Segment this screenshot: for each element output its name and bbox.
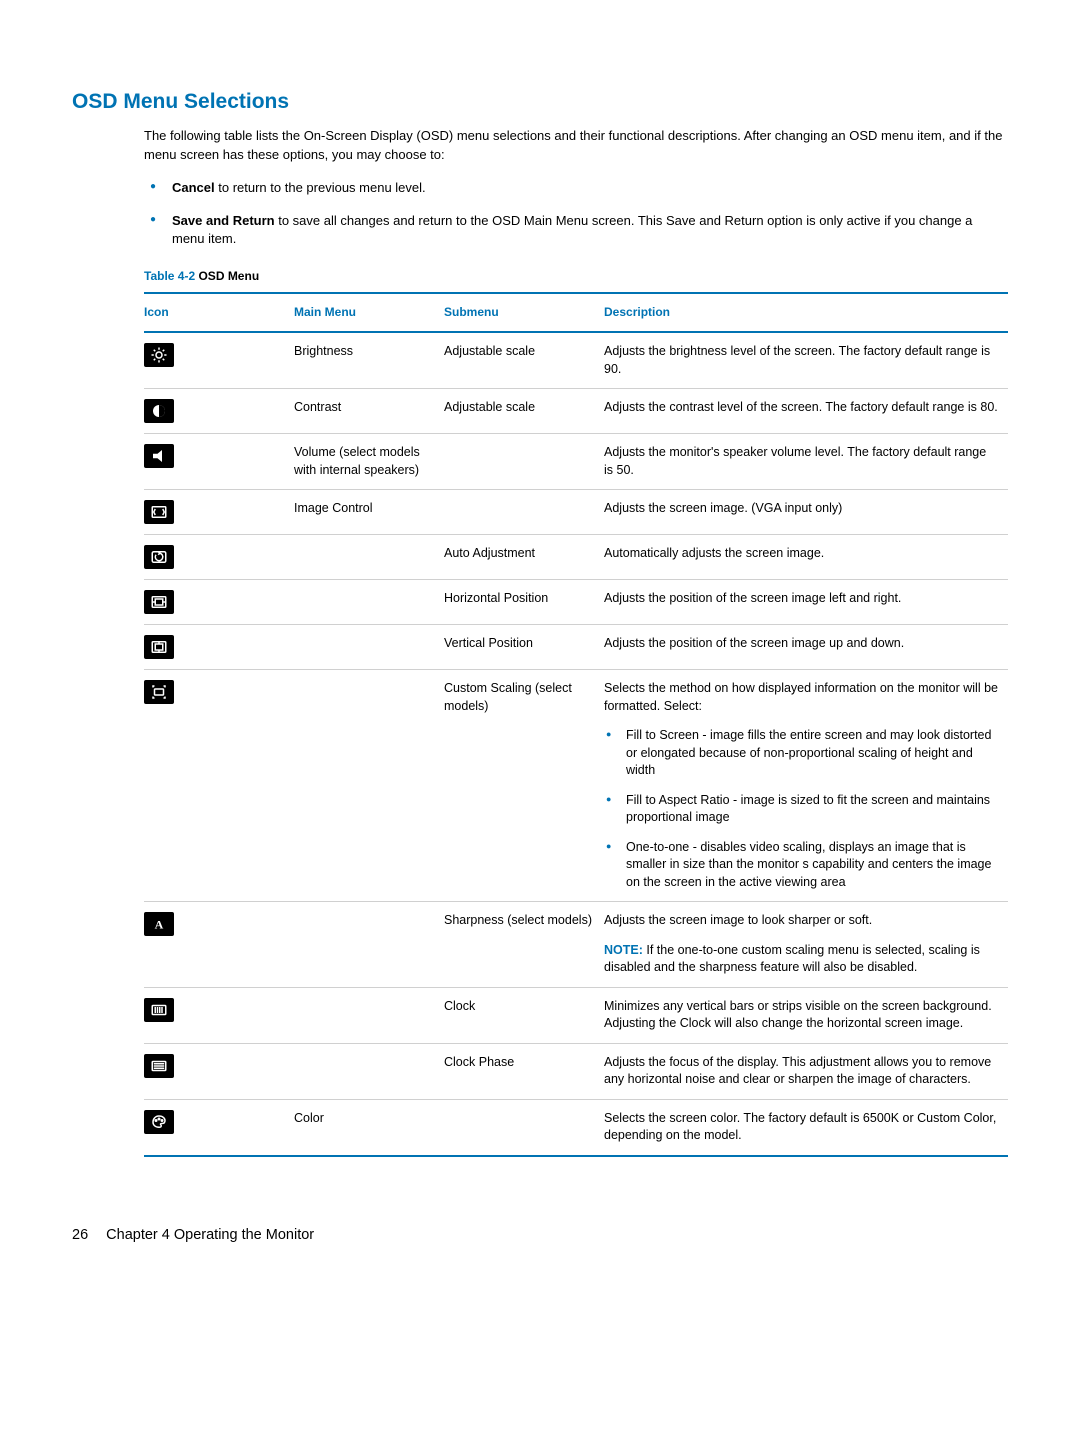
cell-desc: Adjusts the screen image. (VGA input onl… bbox=[604, 490, 1008, 535]
image-control-icon bbox=[144, 500, 174, 524]
body-block: The following table lists the On-Screen … bbox=[144, 127, 1008, 1157]
table-row: Auto Adjustment Automatically adjusts th… bbox=[144, 535, 1008, 580]
option-rest: to return to the previous menu level. bbox=[215, 180, 426, 195]
cell-main bbox=[294, 625, 444, 670]
table-row: Vertical Position Adjusts the position o… bbox=[144, 625, 1008, 670]
clock-icon bbox=[144, 998, 174, 1022]
desc-bullet: One-to-one - disables video scaling, dis… bbox=[604, 839, 998, 892]
table-body: Brightness Adjustable scale Adjusts the … bbox=[144, 332, 1008, 1156]
color-icon bbox=[144, 1110, 174, 1134]
cell-sub: Vertical Position bbox=[444, 625, 604, 670]
cell-desc: Minimizes any vertical bars or strips vi… bbox=[604, 987, 1008, 1043]
cell-main bbox=[294, 902, 444, 988]
brightness-icon bbox=[144, 343, 174, 367]
custom-scaling-icon bbox=[144, 680, 174, 704]
cell-desc: Selects the method on how displayed info… bbox=[604, 670, 1008, 902]
osd-menu-table: Icon Main Menu Submenu Description Brigh… bbox=[144, 292, 1008, 1157]
cell-desc: Adjusts the monitor's speaker volume lev… bbox=[604, 434, 1008, 490]
cell-sub bbox=[444, 434, 604, 490]
col-header-submenu: Submenu bbox=[444, 293, 604, 332]
cell-main bbox=[294, 1043, 444, 1099]
chapter-title: Chapter 4 Operating the Monitor bbox=[106, 1227, 314, 1243]
cell-sub: Sharpness (select models) bbox=[444, 902, 604, 988]
section-title: OSD Menu Selections bbox=[72, 90, 1008, 114]
table-row: Clock Minimizes any vertical bars or str… bbox=[144, 987, 1008, 1043]
table-caption: Table 4-2 OSD Menu bbox=[144, 267, 1008, 286]
cell-sub bbox=[444, 490, 604, 535]
option-list: Cancel to return to the previous menu le… bbox=[144, 179, 1008, 250]
sharpness-icon: A bbox=[144, 912, 174, 936]
volume-icon bbox=[144, 444, 174, 468]
desc-bullet: Fill to Screen - image fills the entire … bbox=[604, 727, 998, 780]
cell-sub: Auto Adjustment bbox=[444, 535, 604, 580]
clock-phase-icon bbox=[144, 1054, 174, 1078]
cell-main bbox=[294, 987, 444, 1043]
note-label: NOTE: bbox=[604, 943, 643, 957]
table-caption-title: OSD Menu bbox=[195, 269, 259, 283]
option-bold: Cancel bbox=[172, 180, 215, 195]
page-footer: 26 Chapter 4 Operating the Monitor bbox=[72, 1227, 1008, 1243]
cell-desc: Adjusts the position of the screen image… bbox=[604, 580, 1008, 625]
cell-main: Color bbox=[294, 1099, 444, 1156]
table-row: Volume (select models with internal spea… bbox=[144, 434, 1008, 490]
table-row: Image Control Adjusts the screen image. … bbox=[144, 490, 1008, 535]
cell-main: Image Control bbox=[294, 490, 444, 535]
col-header-icon: Icon bbox=[144, 293, 294, 332]
cell-main: Volume (select models with internal spea… bbox=[294, 434, 444, 490]
cell-desc: Adjusts the brightness level of the scre… bbox=[604, 332, 1008, 389]
desc-text: Adjusts the screen image to look sharper… bbox=[604, 912, 998, 930]
cell-sub: Custom Scaling (select models) bbox=[444, 670, 604, 902]
cell-main bbox=[294, 580, 444, 625]
cell-desc: Selects the screen color. The factory de… bbox=[604, 1099, 1008, 1156]
col-header-main-menu: Main Menu bbox=[294, 293, 444, 332]
v-position-icon bbox=[144, 635, 174, 659]
table-caption-number: Table 4-2 bbox=[144, 269, 195, 283]
table-row: Horizontal Position Adjusts the position… bbox=[144, 580, 1008, 625]
auto-adjust-icon bbox=[144, 545, 174, 569]
contrast-icon bbox=[144, 399, 174, 423]
table-row: Custom Scaling (select models) Selects t… bbox=[144, 670, 1008, 902]
table-header-row: Icon Main Menu Submenu Description bbox=[144, 293, 1008, 332]
table-row: Color Selects the screen color. The fact… bbox=[144, 1099, 1008, 1156]
table-row: Clock Phase Adjusts the focus of the dis… bbox=[144, 1043, 1008, 1099]
cell-desc: Automatically adjusts the screen image. bbox=[604, 535, 1008, 580]
option-rest: to save all changes and return to the OS… bbox=[172, 213, 972, 247]
cell-sub: Clock Phase bbox=[444, 1043, 604, 1099]
desc-note: NOTE: If the one-to-one custom scaling m… bbox=[604, 942, 998, 977]
desc-text: Selects the method on how displayed info… bbox=[604, 681, 998, 713]
desc-bullet: Fill to Aspect Ratio - image is sized to… bbox=[604, 792, 998, 827]
cell-desc: Adjusts the contrast level of the screen… bbox=[604, 389, 1008, 434]
page-number: 26 bbox=[72, 1227, 88, 1243]
col-header-description: Description bbox=[604, 293, 1008, 332]
cell-main: Brightness bbox=[294, 332, 444, 389]
cell-main bbox=[294, 670, 444, 902]
option-bold: Save and Return bbox=[172, 213, 275, 228]
table-row: Brightness Adjustable scale Adjusts the … bbox=[144, 332, 1008, 389]
cell-sub: Adjustable scale bbox=[444, 332, 604, 389]
cell-main bbox=[294, 535, 444, 580]
desc-bullet-list: Fill to Screen - image fills the entire … bbox=[604, 727, 998, 891]
table-row: A Sharpness (select models) Adjusts the … bbox=[144, 902, 1008, 988]
option-item-save-return: Save and Return to save all changes and … bbox=[144, 212, 1008, 250]
cell-desc: Adjusts the screen image to look sharper… bbox=[604, 902, 1008, 988]
svg-text:A: A bbox=[155, 918, 164, 932]
cell-sub: Adjustable scale bbox=[444, 389, 604, 434]
table-row: Contrast Adjustable scale Adjusts the co… bbox=[144, 389, 1008, 434]
intro-paragraph: The following table lists the On-Screen … bbox=[144, 127, 1008, 165]
cell-desc: Adjusts the focus of the display. This a… bbox=[604, 1043, 1008, 1099]
note-text: If the one-to-one custom scaling menu is… bbox=[604, 943, 980, 975]
option-item-cancel: Cancel to return to the previous menu le… bbox=[144, 179, 1008, 198]
cell-sub: Horizontal Position bbox=[444, 580, 604, 625]
cell-main: Contrast bbox=[294, 389, 444, 434]
cell-desc: Adjusts the position of the screen image… bbox=[604, 625, 1008, 670]
h-position-icon bbox=[144, 590, 174, 614]
cell-sub bbox=[444, 1099, 604, 1156]
cell-sub: Clock bbox=[444, 987, 604, 1043]
